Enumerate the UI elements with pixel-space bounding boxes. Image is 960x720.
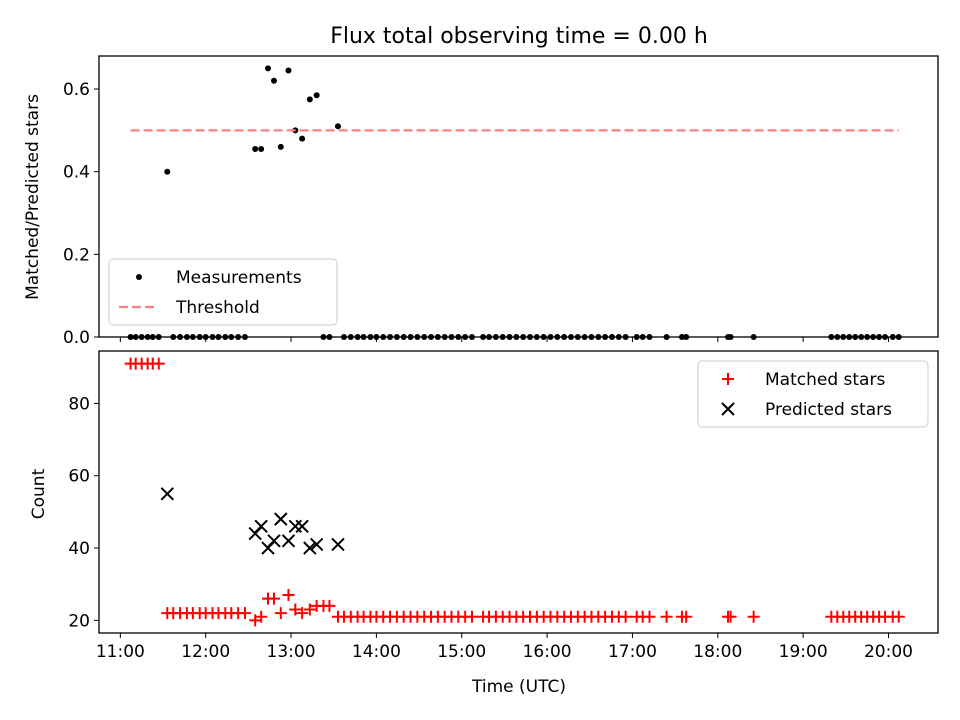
matched-stars-point [619,610,632,623]
bottom-axes-frame [98,350,939,634]
predicted-stars-point [267,534,281,548]
measurements-point [270,77,277,84]
measurements-point [264,65,271,72]
measurements-point [258,145,265,152]
bottom-legend: Matched stars Predicted stars [697,360,929,428]
predicted-stars-point [160,487,174,501]
bottom-x-tick-label: 17:00 [608,642,657,662]
matched-stars-point [289,603,302,616]
chart-title: Flux total observing time = 0.00 h [330,24,708,49]
measurements-point [306,96,313,103]
top-y-axis-label: Matched/Predicted stars [23,94,43,300]
matched-stars-point [680,610,693,623]
x-axis-label: Time (UTC) [471,677,566,697]
predicted-stars-point [254,519,268,534]
matched-stars-point [296,607,309,620]
bottom-y-tick-label: 80 [68,394,90,414]
top-y-tick-label: 0.4 [63,163,90,183]
bottom-plot-area: 20 40 60 80 11:00 12:00 13:00 14:00 15:00 16:00 17… [68,350,939,662]
measurements-legend-handle [136,274,142,280]
matched-stars-legend-handle [722,373,734,385]
matched-stars-point [892,610,905,623]
predicted-stars-legend-handle [721,402,735,416]
top-plot-area: 0.0 0.2 0.4 0.6 Measurements Threshold [63,55,939,348]
top-legend: Measurements Threshold [108,258,338,326]
matched-stars-point [274,607,287,620]
bottom-x-tick-label: 14:00 [352,642,401,662]
bottom-x-tick-label: 15:00 [437,642,486,662]
measurements-point [285,67,292,74]
predicted-stars-point [309,537,324,552]
top-y-tick-label: 0.0 [63,328,90,348]
bottom-y-tick-label: 20 [68,611,90,631]
measurements-legend-label: Measurements [176,268,302,288]
bottom-y-tick-label: 60 [68,467,90,487]
measurements-point [313,92,320,99]
bottom-y-tick-label: 40 [68,539,90,559]
predicted-stars-point [303,541,317,555]
matched-stars-point [724,610,737,623]
predicted-stars-point [274,512,288,526]
predicted-stars-point [331,537,345,552]
bottom-x-tick-label: 16:00 [523,642,572,662]
bottom-x-tick-label: 11:00 [96,642,145,662]
top-y-tick-label: 0.2 [63,245,90,265]
matched-stars-point [660,610,673,623]
threshold-legend-label: Threshold [175,298,260,318]
bottom-x-tick-label: 19:00 [779,642,828,662]
bottom-x-tick-label: 12:00 [181,642,230,662]
bottom-x-tick-label: 18:00 [693,642,742,662]
measurements-point [299,135,306,142]
matched-stars-point [323,599,336,612]
matched-stars-point [255,610,268,623]
matched-stars-point [465,610,478,623]
measurements-point [164,168,171,175]
measurements-point [252,145,259,152]
bottom-x-tick-label: 13:00 [267,642,316,662]
matched-stars-point [267,592,280,605]
predicted-stars-legend-label: Predicted stars [765,400,892,420]
predicted-stars-point [281,534,296,548]
bottom-x-tick-label: 20:00 [864,642,913,662]
top-axes-frame [98,55,939,338]
matched-stars-point [303,603,316,616]
top-y-tick-label: 0.6 [63,80,90,100]
matched-stars-point [238,607,251,620]
matched-stars-point [747,610,760,623]
matched-stars-legend-label: Matched stars [765,370,885,390]
measurements-point [334,123,341,130]
top-legend-box [108,258,338,326]
bottom-legend-box [697,360,929,428]
matched-stars-point [282,589,295,602]
matched-stars-point [643,610,656,623]
bottom-y-axis-label: Count [29,468,49,519]
matched-stars-point [152,357,165,370]
predicted-stars-point [295,519,309,534]
measurements-point [277,143,284,150]
